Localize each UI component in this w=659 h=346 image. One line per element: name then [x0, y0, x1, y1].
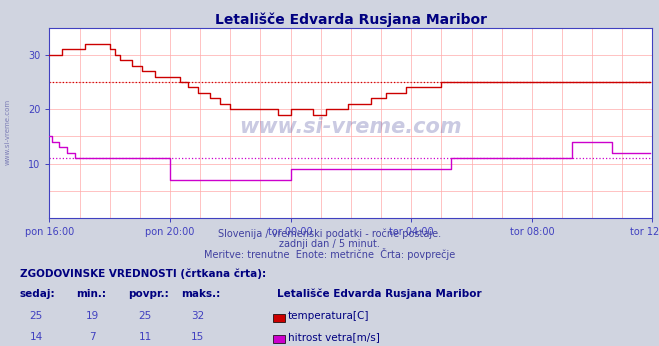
Text: Letališče Edvarda Rusjana Maribor: Letališče Edvarda Rusjana Maribor — [277, 289, 482, 299]
Text: 11: 11 — [138, 332, 152, 342]
Text: 25: 25 — [30, 311, 43, 321]
Text: zadnji dan / 5 minut.: zadnji dan / 5 minut. — [279, 239, 380, 249]
Text: min.:: min.: — [76, 289, 106, 299]
Title: Letališče Edvarda Rusjana Maribor: Letališče Edvarda Rusjana Maribor — [215, 12, 487, 27]
Text: 32: 32 — [191, 311, 204, 321]
Text: hitrost vetra[m/s]: hitrost vetra[m/s] — [288, 332, 380, 342]
Text: povpr.:: povpr.: — [129, 289, 169, 299]
Text: www.si-vreme.com: www.si-vreme.com — [240, 117, 462, 137]
Text: maks.:: maks.: — [181, 289, 221, 299]
Text: 19: 19 — [86, 311, 99, 321]
Text: temperatura[C]: temperatura[C] — [288, 311, 370, 321]
Text: 7: 7 — [89, 332, 96, 342]
Text: ZGODOVINSKE VREDNOSTI (črtkana črta):: ZGODOVINSKE VREDNOSTI (črtkana črta): — [20, 268, 266, 279]
Text: sedaj:: sedaj: — [20, 289, 55, 299]
Text: 15: 15 — [191, 332, 204, 342]
Text: 25: 25 — [138, 311, 152, 321]
Text: www.si-vreme.com: www.si-vreme.com — [5, 98, 11, 165]
Text: Meritve: trenutne  Enote: metrične  Črta: povprečje: Meritve: trenutne Enote: metrične Črta: … — [204, 248, 455, 260]
Text: 14: 14 — [30, 332, 43, 342]
Text: Slovenija / vremenski podatki - ročne postaje.: Slovenija / vremenski podatki - ročne po… — [218, 228, 441, 239]
